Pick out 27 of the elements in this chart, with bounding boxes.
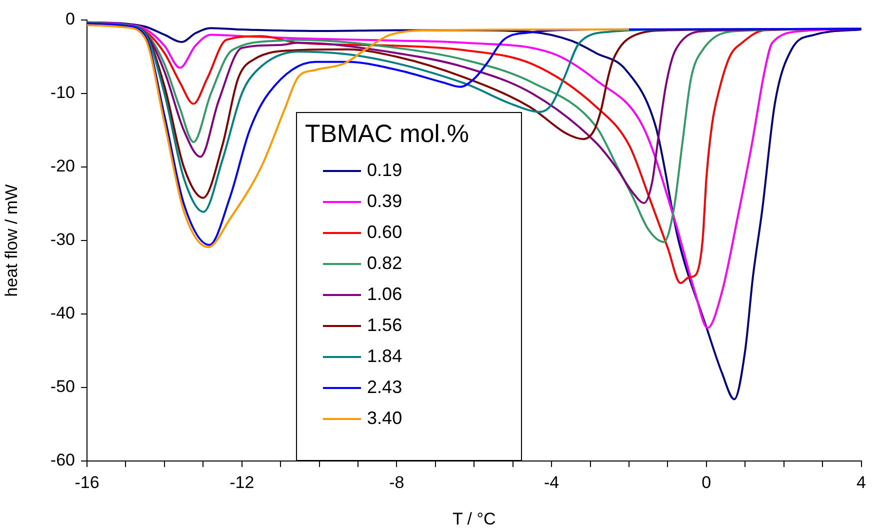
x-axis-title: T / °C <box>452 509 496 528</box>
legend-label: 3.40 <box>367 408 402 429</box>
line-series <box>87 21 862 400</box>
y-tick-label: -30 <box>50 230 75 250</box>
x-tick-label: 0 <box>702 472 712 492</box>
legend-label: 1.06 <box>367 284 402 305</box>
legend-label: 0.39 <box>367 191 402 212</box>
y-axis-title: heat flow / mW <box>2 184 21 297</box>
legend-label: 0.60 <box>367 222 402 243</box>
y-tick-label: 0 <box>66 10 75 29</box>
y-tick-label: -50 <box>50 377 75 396</box>
x-tick-label: 4 <box>856 472 866 492</box>
y-tick-label: -10 <box>50 83 75 102</box>
legend-label: 0.19 <box>367 160 402 181</box>
legend-label: 0.82 <box>367 253 402 274</box>
x-tick-label: -12 <box>230 472 254 492</box>
line-series <box>87 24 630 248</box>
legend-label: 1.56 <box>367 315 402 336</box>
legend-title: TBMAC mol.% <box>305 119 470 149</box>
x-tick-label: -16 <box>74 472 100 492</box>
legend-label: 2.43 <box>367 377 402 398</box>
y-tick-label: -60 <box>50 450 75 470</box>
x-tick-label: -8 <box>389 472 404 492</box>
legend-label: 1.84 <box>367 346 402 367</box>
y-tick-label: -40 <box>50 304 75 323</box>
y-tick-label: -20 <box>50 156 75 176</box>
x-tick-label: -4 <box>544 472 560 492</box>
